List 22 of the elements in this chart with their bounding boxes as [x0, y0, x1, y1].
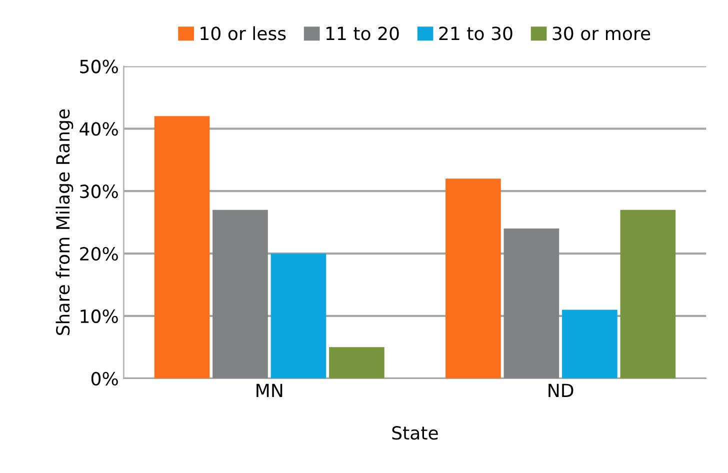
bar: [329, 347, 384, 378]
y-tick-label: 50%: [80, 60, 118, 74]
legend-label: 11 to 20: [326, 26, 399, 40]
bar: [504, 228, 560, 378]
bar: [446, 178, 501, 378]
bar: [562, 310, 618, 378]
bar: [212, 210, 268, 378]
y-tick-label: 40%: [80, 122, 118, 136]
bar: [620, 210, 676, 378]
legend-label: 30 or more: [552, 26, 650, 40]
x-tick-label: ND: [548, 384, 574, 397]
bar: [270, 254, 326, 378]
legend-label: 21 to 30: [439, 26, 512, 40]
y-axis-title: Share from Milage Range: [56, 109, 74, 336]
x-tick-label: MN: [256, 384, 282, 397]
y-tick-label: 10%: [80, 309, 118, 324]
legend-label: 10 or less: [200, 26, 286, 40]
bar: [154, 116, 210, 378]
y-tick-label: 20%: [80, 246, 118, 261]
y-tick-label: 0%: [91, 372, 118, 386]
y-tick-label: 30%: [80, 184, 118, 198]
x-axis-title: State: [392, 426, 438, 440]
